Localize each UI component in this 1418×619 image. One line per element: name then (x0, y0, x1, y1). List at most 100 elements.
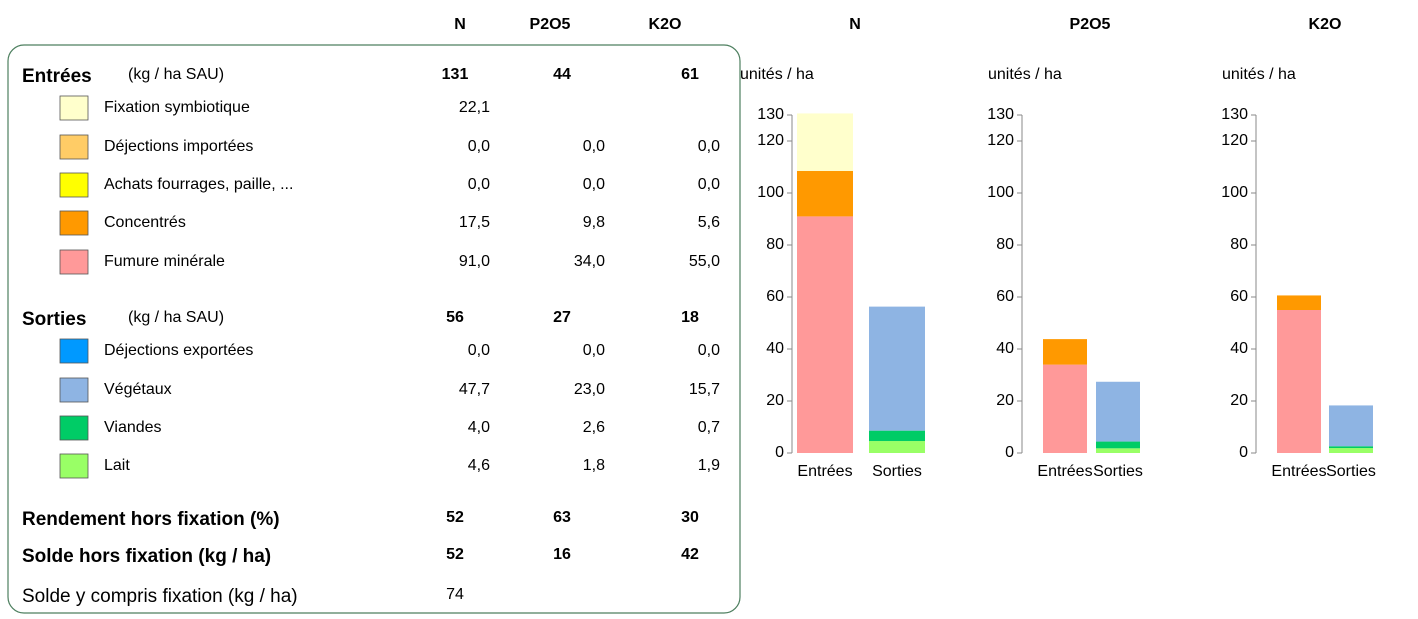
row-value: 47,7 (459, 381, 490, 398)
y-tick-label: 60 (766, 288, 784, 305)
x-tick-label: Sorties (872, 463, 922, 480)
y-tick-label: 80 (766, 236, 784, 253)
y-tick-label: 120 (1221, 132, 1248, 149)
y-axis-label: unités / ha (740, 66, 814, 83)
row-value: 0,0 (698, 342, 720, 359)
y-tick-label: 40 (1230, 340, 1248, 357)
row-value: 22,1 (459, 99, 490, 116)
bar-segment (869, 306, 925, 431)
row-value: 91,0 (459, 253, 490, 270)
row-value: 9,8 (583, 214, 605, 231)
bar-segment (1096, 441, 1140, 449)
y-tick-label: 130 (757, 106, 784, 123)
legend-swatch (59, 210, 89, 236)
y-tick-label: 0 (1239, 444, 1248, 461)
bar-segment (1043, 339, 1087, 365)
column-header: P2O5 (530, 16, 571, 33)
y-tick-label: 60 (1230, 288, 1248, 305)
bar-segment (1277, 295, 1321, 310)
bar-segment (797, 113, 853, 171)
y-tick-label: 100 (757, 184, 784, 201)
row-label: Concentrés (104, 214, 186, 231)
row-value: 4,0 (468, 419, 490, 436)
row-value: 15,7 (689, 381, 720, 398)
x-tick-label: Sorties (1093, 463, 1143, 480)
y-tick-label: 0 (1005, 444, 1014, 461)
row-label: Déjections exportées (104, 342, 253, 359)
row-label: Fumure minérale (104, 253, 225, 270)
column-header: N (454, 16, 466, 33)
legend-swatch (59, 249, 89, 275)
row-label: Fixation symbiotique (104, 99, 250, 116)
bar-segment (1277, 310, 1321, 453)
row-label: Lait (104, 457, 130, 474)
bar-segment (1096, 448, 1140, 453)
row-value: 0,0 (698, 176, 720, 193)
row-label: Végétaux (104, 381, 172, 398)
summary-value: 74 (446, 586, 464, 603)
row-value: 34,0 (574, 253, 605, 270)
bar-segment (1043, 364, 1087, 453)
legend-swatch (59, 95, 89, 121)
bar-segment (797, 170, 853, 217)
y-tick-label: 120 (757, 132, 784, 149)
y-tick-label: 20 (766, 392, 784, 409)
column-header: K2O (649, 16, 682, 33)
row-value: 2,6 (583, 419, 605, 436)
summary-label: Rendement hors fixation (%) (22, 509, 280, 530)
section-unit: (kg / ha SAU) (128, 66, 224, 83)
x-tick-label: Entrées (797, 463, 852, 480)
summary-value: 16 (553, 546, 571, 563)
section-title: Entrées (22, 66, 92, 87)
row-value: 1,8 (583, 457, 605, 474)
legend-swatch (59, 415, 89, 441)
y-tick-label: 80 (996, 236, 1014, 253)
y-tick-label: 60 (996, 288, 1014, 305)
row-value: 23,0 (574, 381, 605, 398)
legend-swatch (59, 134, 89, 160)
y-tick-label: 100 (1221, 184, 1248, 201)
row-value: 0,0 (468, 342, 490, 359)
x-tick-label: Sorties (1326, 463, 1376, 480)
y-tick-label: 20 (1230, 392, 1248, 409)
x-tick-label: Entrées (1037, 463, 1092, 480)
row-value: 0,0 (583, 342, 605, 359)
y-tick-label: 20 (996, 392, 1014, 409)
bar-segment (1329, 405, 1373, 447)
row-value: 0,0 (468, 138, 490, 155)
summary-value: 42 (681, 546, 699, 563)
chart-title: P2O5 (1070, 16, 1111, 33)
summary-label: Solde y compris fixation (kg / ha) (22, 586, 298, 607)
y-tick-label: 0 (775, 444, 784, 461)
section-total: 18 (681, 309, 699, 326)
legend-swatch (59, 453, 89, 479)
section-total: 61 (681, 66, 699, 83)
summary-label: Solde hors fixation (kg / ha) (22, 546, 271, 567)
summary-value: 52 (446, 509, 464, 526)
table-frame (7, 44, 741, 614)
summary-value: 52 (446, 546, 464, 563)
section-total: 44 (553, 66, 571, 83)
y-axis-label: unités / ha (988, 66, 1062, 83)
legend-swatch (59, 377, 89, 403)
section-total: 131 (442, 66, 469, 83)
row-label: Achats fourrages, paille, ... (104, 176, 293, 193)
y-tick-label: 130 (987, 106, 1014, 123)
x-tick-label: Entrées (1271, 463, 1326, 480)
bar-segment (797, 216, 853, 453)
chart-title: K2O (1309, 16, 1342, 33)
row-value: 0,7 (698, 419, 720, 436)
row-label: Viandes (104, 419, 162, 436)
bar-segment (869, 430, 925, 442)
y-tick-label: 100 (987, 184, 1014, 201)
y-tick-label: 130 (1221, 106, 1248, 123)
row-value: 5,6 (698, 214, 720, 231)
y-tick-label: 40 (766, 340, 784, 357)
section-unit: (kg / ha SAU) (128, 309, 224, 326)
legend-swatch (59, 172, 89, 198)
chart-title: N (849, 16, 861, 33)
legend-swatch (59, 338, 89, 364)
section-total: 56 (446, 309, 464, 326)
